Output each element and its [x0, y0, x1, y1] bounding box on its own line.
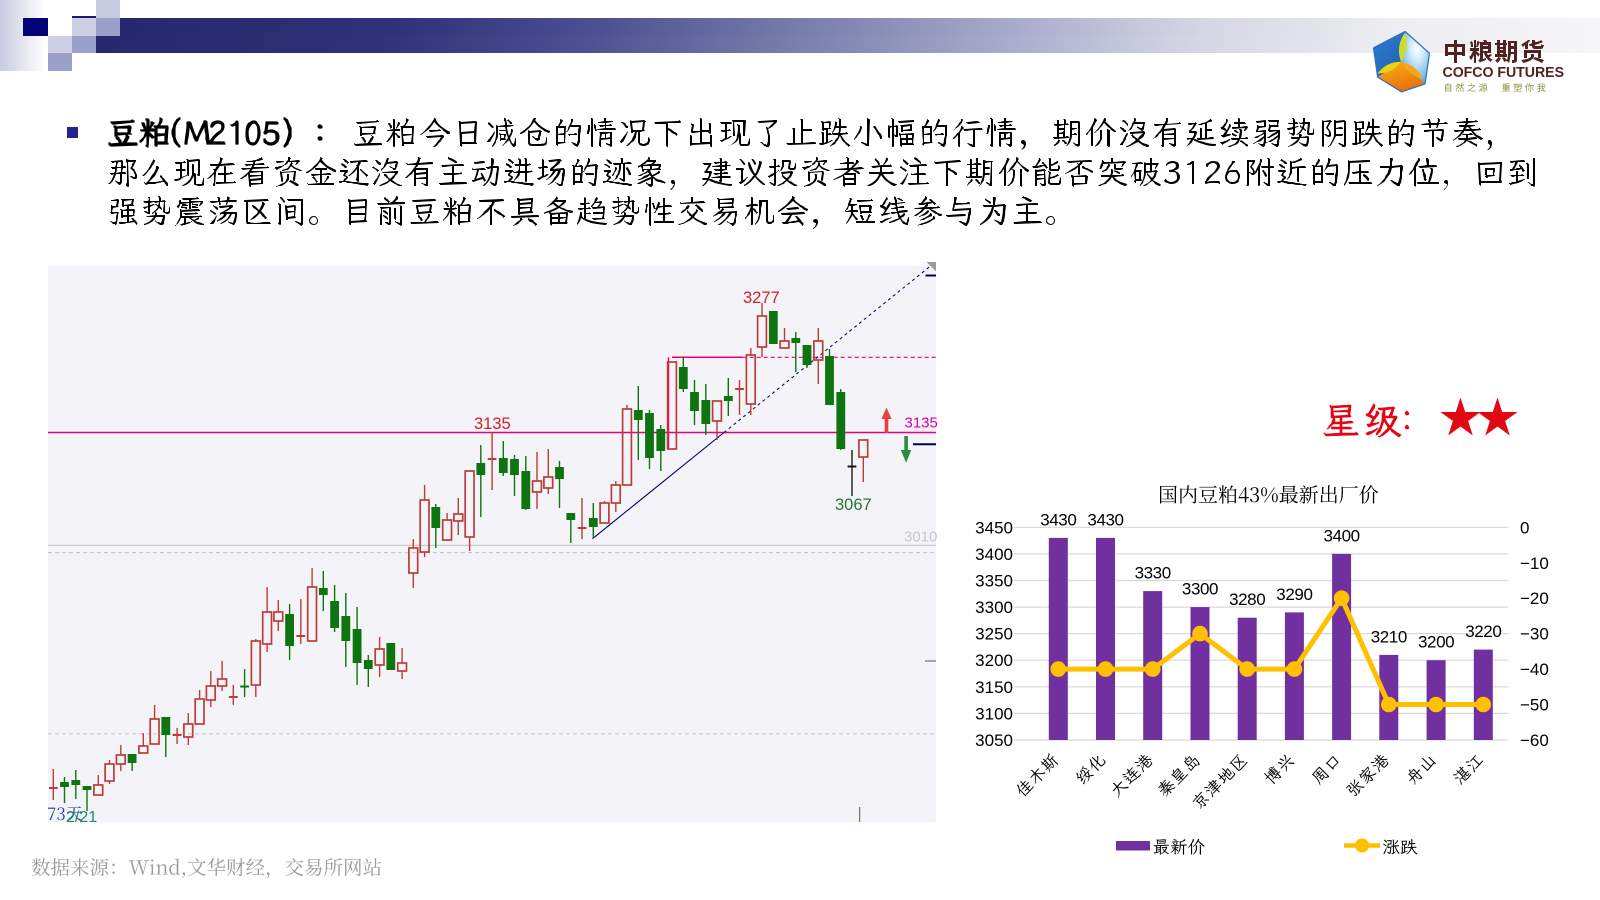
svg-text:3400: 3400 [1323, 526, 1359, 545]
svg-text:3100: 3100 [975, 704, 1013, 723]
svg-text:−30: −30 [1520, 625, 1549, 644]
svg-text:−50: −50 [1520, 696, 1549, 715]
svg-text:3150: 3150 [975, 678, 1013, 697]
svg-text:3135: 3135 [905, 415, 938, 432]
svg-text:3450: 3450 [975, 518, 1013, 537]
svg-text:−10: −10 [1520, 554, 1549, 573]
svg-text:3290: 3290 [1276, 585, 1312, 604]
svg-text:3400: 3400 [975, 545, 1013, 564]
svg-text:3430: 3430 [1087, 510, 1123, 529]
svg-text:3200: 3200 [1418, 633, 1454, 652]
svg-text:−60: −60 [1520, 731, 1549, 750]
svg-text:2/21: 2/21 [66, 809, 97, 826]
svg-text:3280: 3280 [1229, 590, 1265, 609]
svg-text:3430: 3430 [1040, 510, 1076, 529]
svg-text:3350: 3350 [975, 572, 1013, 591]
svg-text:−20: −20 [1520, 589, 1549, 608]
svg-text:3067: 3067 [835, 496, 872, 514]
svg-text:3050: 3050 [975, 731, 1013, 750]
svg-text:3135: 3135 [474, 415, 511, 433]
svg-text:0: 0 [1520, 518, 1529, 537]
svg-text:3220: 3220 [1465, 622, 1501, 641]
svg-text:−40: −40 [1520, 660, 1549, 679]
svg-text:3200: 3200 [975, 651, 1013, 670]
svg-text:3330: 3330 [1135, 564, 1171, 583]
svg-text:3250: 3250 [975, 625, 1013, 644]
svg-text:3210: 3210 [1371, 627, 1407, 646]
svg-text:COFCO FUTURES: COFCO FUTURES [1443, 64, 1565, 81]
svg-text:3300: 3300 [975, 598, 1013, 617]
svg-text:3300: 3300 [1182, 580, 1218, 599]
svg-text:3277: 3277 [743, 289, 780, 307]
svg-text:3010: 3010 [904, 529, 937, 546]
